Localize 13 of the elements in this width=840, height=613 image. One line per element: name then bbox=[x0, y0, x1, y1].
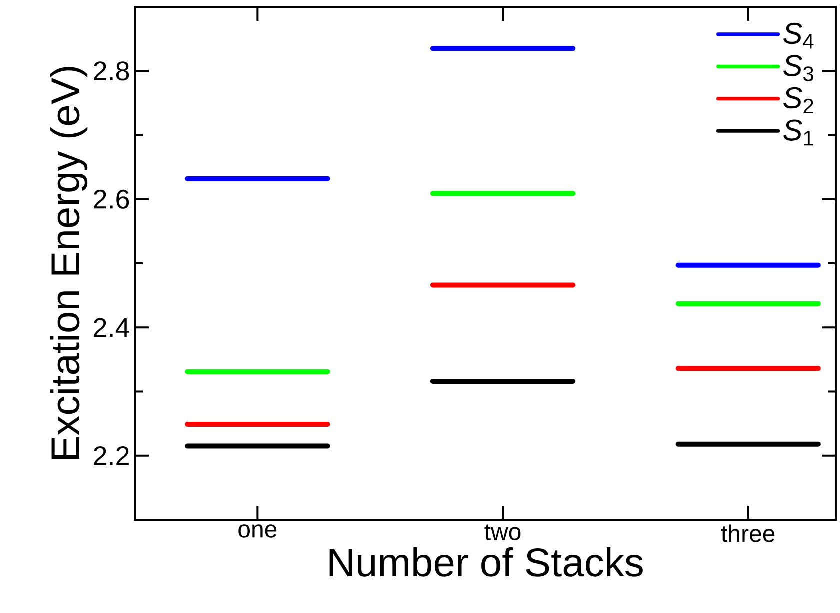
x-axis-title: Number of Stacks bbox=[330, 547, 643, 577]
legend-label: S$_{2}$ bbox=[784, 87, 814, 114]
legend-label: S$_{1}$ bbox=[784, 120, 814, 146]
y-tick-label: 2.2 bbox=[94, 446, 129, 466]
x-tick-label: one bbox=[238, 524, 277, 538]
legend-label: S$_{3}$ bbox=[784, 55, 814, 82]
x-tick-label: three bbox=[721, 524, 775, 542]
y-tick-label: 2.6 bbox=[94, 190, 130, 209]
x-tick-label: two bbox=[484, 524, 521, 540]
y-tick-label: 2.4 bbox=[94, 318, 130, 338]
y-tick-label: 2.8 bbox=[94, 62, 130, 81]
y-axis-title: Excitation Energy (eV) bbox=[50, 67, 88, 460]
legend-label: S$_{4}$ bbox=[784, 22, 814, 49]
